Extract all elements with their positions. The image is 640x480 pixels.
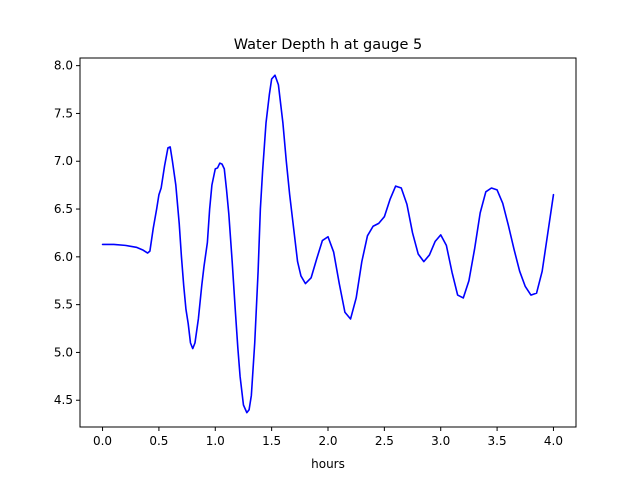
x-tick-label: 2.0 bbox=[318, 434, 337, 448]
x-tick-label: 1.5 bbox=[262, 434, 281, 448]
x-tick-label: 2.5 bbox=[375, 434, 394, 448]
plot-area bbox=[80, 58, 576, 427]
chart-title: Water Depth h at gauge 5 bbox=[234, 37, 422, 53]
y-tick-label: 7.0 bbox=[54, 154, 73, 168]
y-tick-label: 5.5 bbox=[54, 298, 73, 312]
x-axis-label: hours bbox=[311, 457, 345, 471]
x-tick-label: 3.5 bbox=[488, 434, 507, 448]
y-tick-label: 4.5 bbox=[54, 393, 73, 407]
series-layer bbox=[101, 74, 555, 414]
y-tick-label: 6.0 bbox=[54, 250, 73, 264]
x-tick-label: 1.0 bbox=[206, 434, 225, 448]
y-tick-label: 5.0 bbox=[54, 345, 73, 359]
x-axis-ticks: 0.0 0.5 1.0 1.5 2.0 2.5 3.0 3.5 4.0 bbox=[93, 427, 563, 448]
x-tick-label: 0.5 bbox=[149, 434, 168, 448]
y-tick-label: 8.0 bbox=[54, 59, 73, 73]
y-axis-ticks: 4.5 5.0 5.5 6.0 6.5 7.0 7.5 8.0 bbox=[54, 59, 80, 407]
y-tick-label: 6.5 bbox=[54, 202, 73, 216]
x-tick-label: 3.0 bbox=[431, 434, 450, 448]
x-tick-label: 4.0 bbox=[544, 434, 563, 448]
x-tick-label: 0.0 bbox=[93, 434, 112, 448]
series-line-1 bbox=[101, 74, 555, 414]
y-tick-label: 7.5 bbox=[54, 106, 73, 120]
